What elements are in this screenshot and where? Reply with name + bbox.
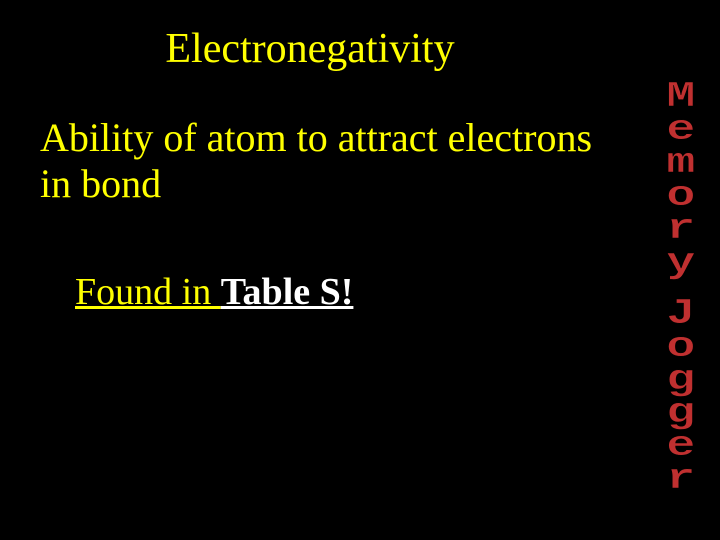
found-in-highlight: Table S!: [221, 271, 354, 313]
memory-jogger-label: M e m o r y J o g g e r: [670, 80, 692, 495]
vertical-char: r: [667, 462, 696, 495]
definition-text: Ability of atom to attract electrons in …: [40, 115, 600, 207]
vertical-char: y: [667, 246, 696, 279]
found-in-prefix: Found in: [75, 271, 221, 313]
found-in-note: Found in Table S!: [75, 270, 353, 314]
slide-title: Electronegativity: [0, 25, 620, 73]
